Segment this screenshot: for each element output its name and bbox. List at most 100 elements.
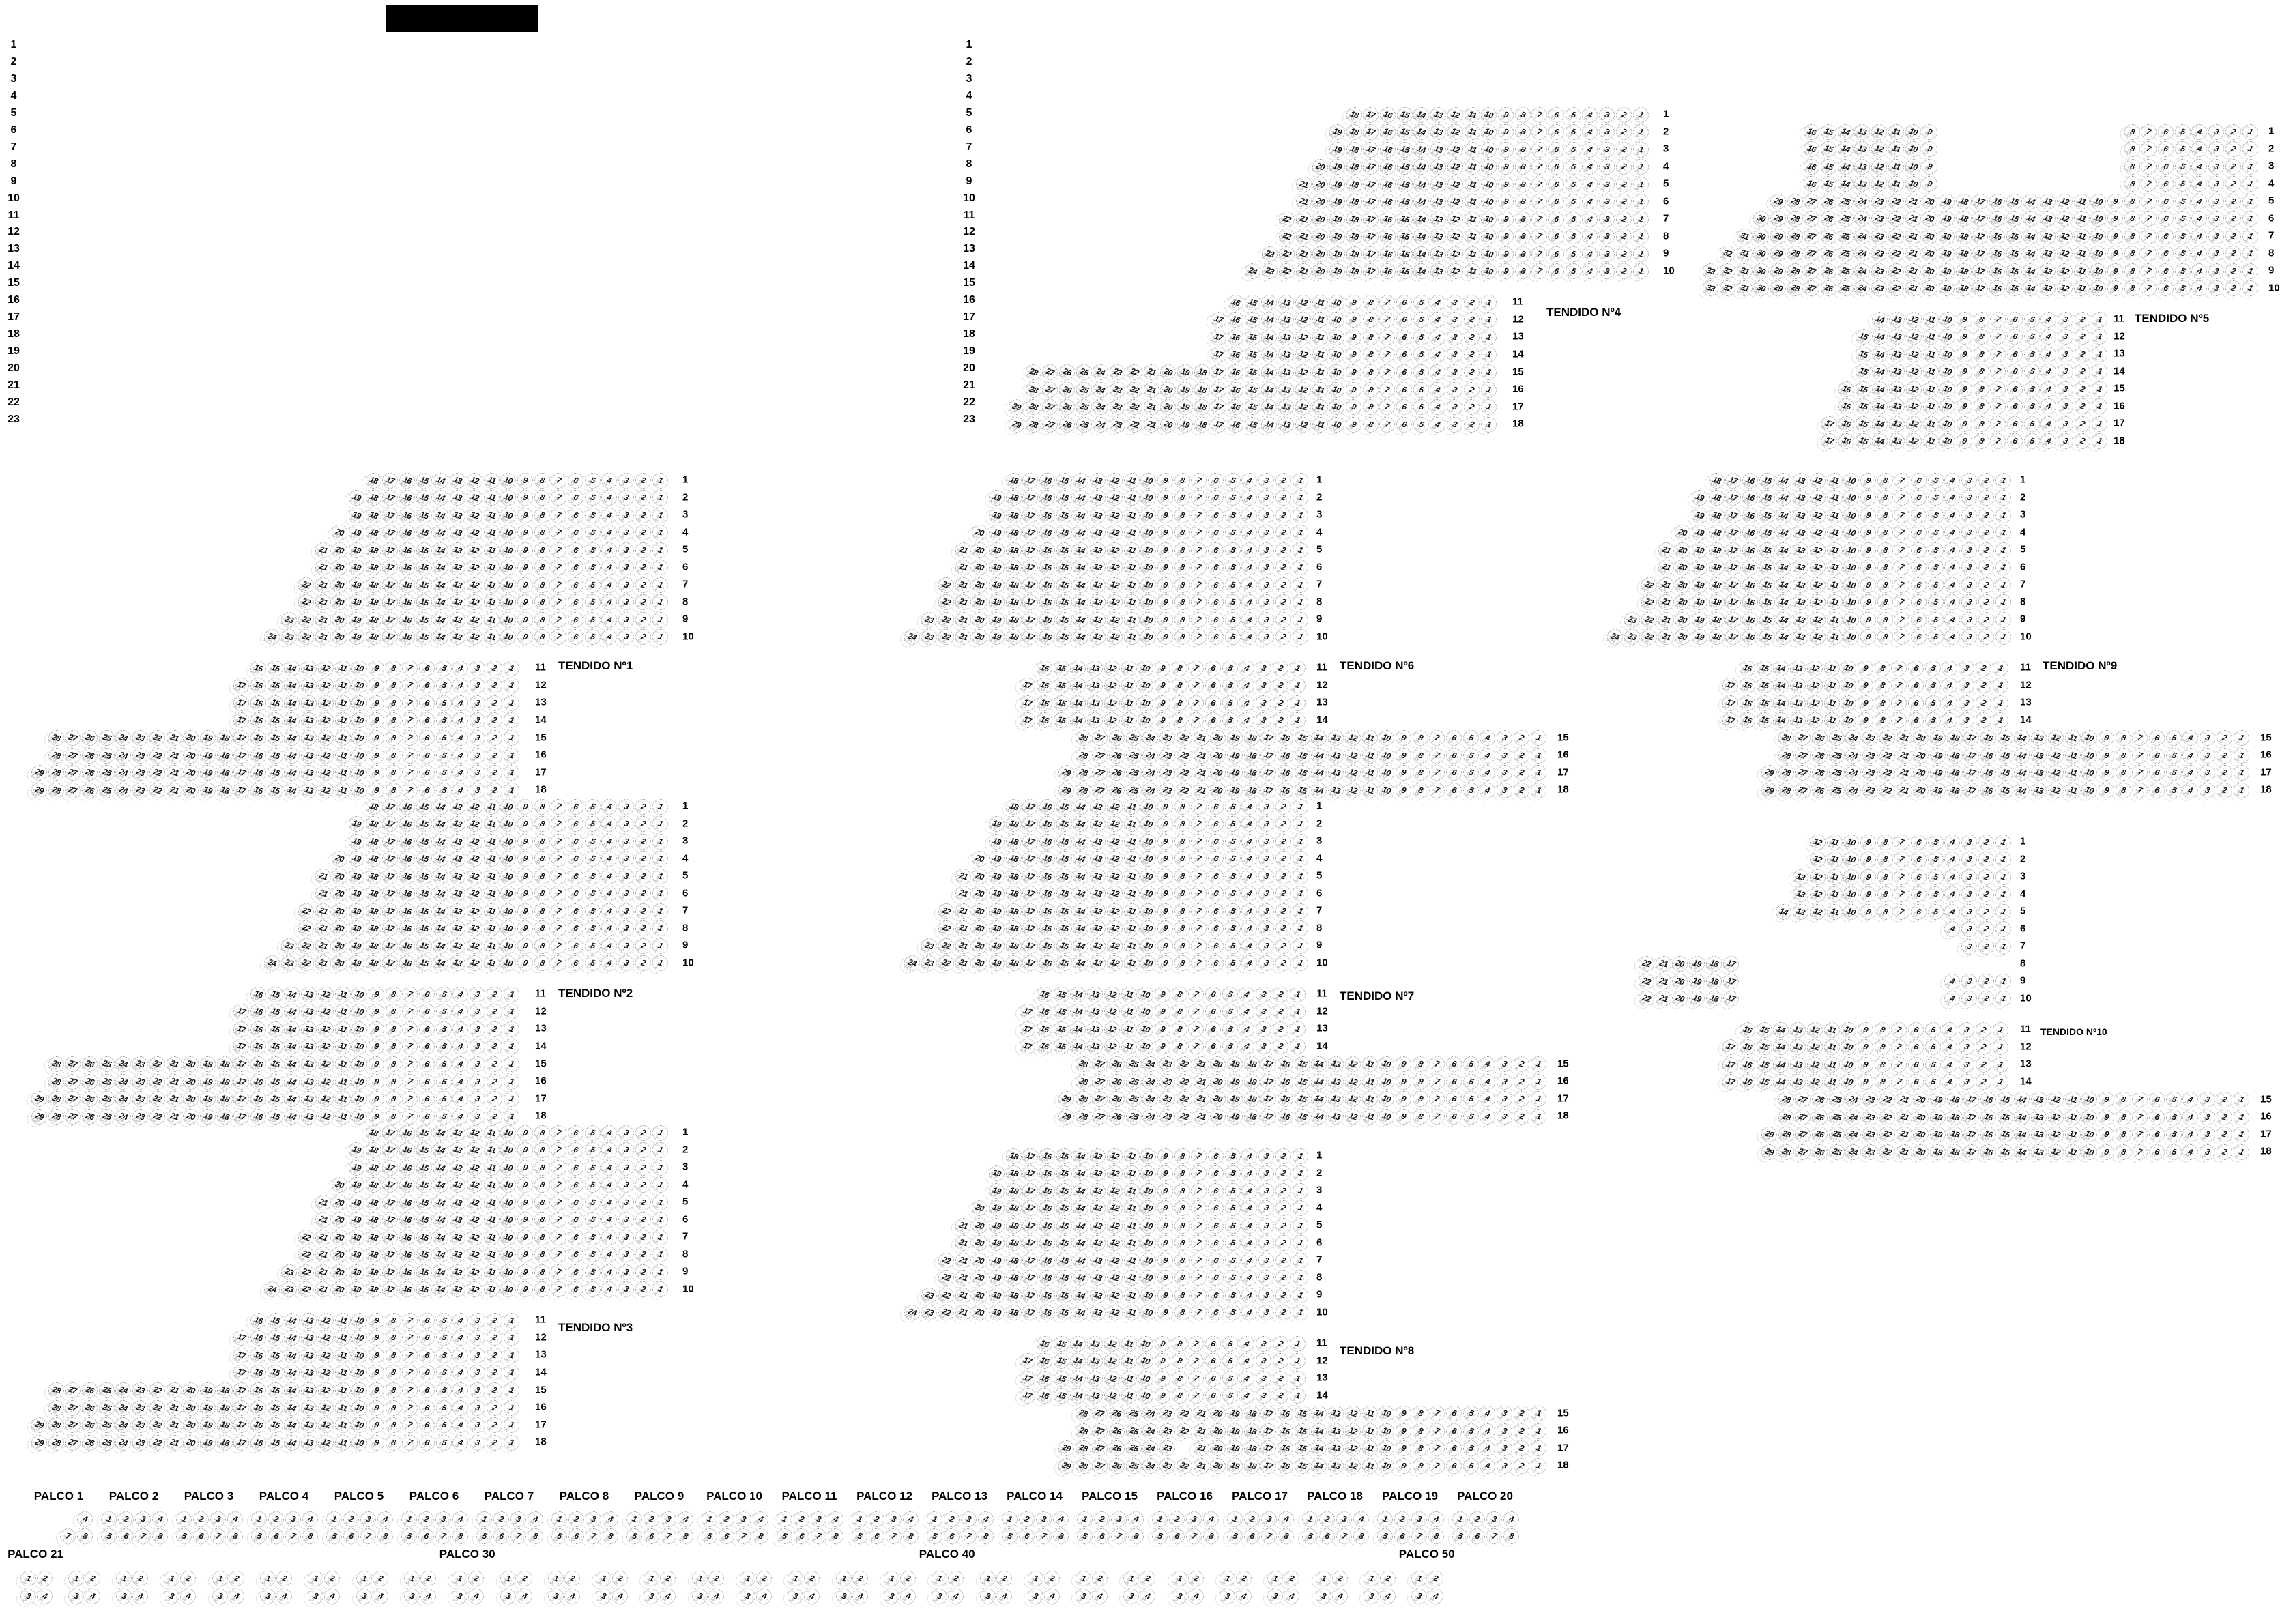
row-label: 9	[682, 1266, 688, 1277]
row-number: 17	[963, 311, 975, 323]
seat[interactable]: 4	[706, 1586, 726, 1606]
row-label: 18	[2114, 435, 2125, 446]
section-label: TENDIDO Nº1	[558, 659, 633, 673]
seat[interactable]: 2	[322, 1568, 343, 1589]
seat[interactable]: 4	[1282, 1586, 1302, 1606]
seat[interactable]: 2	[754, 1568, 774, 1589]
seat[interactable]: 4	[1090, 1586, 1110, 1606]
row-label: 9	[2268, 265, 2274, 276]
seat[interactable]: 4	[226, 1586, 246, 1606]
seat[interactable]: 2	[610, 1568, 630, 1589]
row-label: 12	[535, 1331, 547, 1343]
seat[interactable]: 4	[610, 1586, 630, 1606]
seat[interactable]: 4	[322, 1586, 343, 1606]
seat[interactable]: 2	[994, 1568, 1014, 1589]
seat[interactable]: 2	[898, 1568, 918, 1589]
seat[interactable]: 2	[83, 1568, 102, 1589]
seat[interactable]: 2	[1329, 1568, 1350, 1589]
seat[interactable]: 4	[1138, 1586, 1158, 1606]
seat[interactable]: 4	[418, 1586, 438, 1606]
row-label: 16	[1557, 749, 1569, 761]
row-label: 1	[1663, 108, 1669, 120]
row-label: 17	[535, 1419, 547, 1430]
row-number: 9	[11, 175, 17, 188]
row-number: 1	[966, 39, 972, 51]
seat[interactable]: 4	[850, 1586, 870, 1606]
seat[interactable]: 4	[754, 1586, 774, 1606]
row-label: 1	[682, 1127, 688, 1138]
row-label: 16	[535, 749, 547, 761]
row-label: 6	[1316, 1236, 1322, 1248]
seat[interactable]: 2	[562, 1568, 582, 1589]
row-label: 12	[1316, 679, 1328, 691]
row-number: 16	[963, 294, 975, 306]
seat[interactable]: 2	[130, 1568, 150, 1589]
seat[interactable]: 4	[178, 1586, 199, 1606]
seat[interactable]: 2	[466, 1568, 486, 1589]
row-label: 13	[535, 1023, 547, 1034]
row-number: 20	[8, 362, 20, 375]
seat[interactable]: 2	[706, 1568, 726, 1589]
row-label: 8	[2268, 247, 2274, 259]
seat[interactable]: 2	[1378, 1568, 1398, 1589]
row-label: 17	[535, 766, 547, 778]
seat[interactable]: 2	[418, 1568, 438, 1589]
seat[interactable]: 2	[226, 1568, 246, 1589]
seat[interactable]: 4	[1042, 1586, 1062, 1606]
seat[interactable]: 2	[1042, 1568, 1062, 1589]
row-label: 14	[1512, 348, 1524, 360]
row-label: 12	[1316, 1354, 1328, 1366]
seat[interactable]: 2	[1185, 1568, 1206, 1589]
seat[interactable]: 4	[946, 1586, 966, 1606]
seat[interactable]: 4	[274, 1586, 294, 1606]
seat[interactable]: 4	[370, 1586, 390, 1606]
row-number: 11	[964, 209, 975, 222]
row-label: 5	[682, 870, 688, 882]
seat[interactable]: 4	[898, 1586, 918, 1606]
seat[interactable]: 4	[1329, 1586, 1350, 1606]
seat[interactable]: 4	[1426, 1586, 1445, 1606]
seat[interactable]: 4	[1185, 1586, 1206, 1606]
seat[interactable]: 4	[1378, 1586, 1398, 1606]
seat[interactable]: 2	[1138, 1568, 1158, 1589]
row-label: 6	[682, 1213, 688, 1225]
row-label: 12	[535, 679, 547, 691]
row-number: 2	[966, 56, 972, 68]
section-label: TENDIDO Nº6	[1340, 659, 1414, 673]
seat[interactable]: 4	[994, 1586, 1014, 1606]
seat[interactable]: 2	[1426, 1568, 1445, 1589]
row-label: 18	[535, 1436, 547, 1448]
seat[interactable]: 2	[1282, 1568, 1302, 1589]
seat[interactable]: 2	[946, 1568, 966, 1589]
row-label: 2	[682, 817, 688, 829]
seat[interactable]: 4	[34, 1586, 55, 1606]
seat[interactable]: 4	[83, 1586, 102, 1606]
seat[interactable]: 4	[658, 1586, 678, 1606]
seat[interactable]: 2	[370, 1568, 390, 1589]
seat[interactable]: 2	[850, 1568, 870, 1589]
seat[interactable]: 2	[802, 1568, 822, 1589]
seat[interactable]: 4	[1234, 1586, 1254, 1606]
seat[interactable]: 2	[1090, 1568, 1110, 1589]
row-number: 13	[963, 243, 975, 255]
seat[interactable]: 4	[514, 1586, 534, 1606]
seat[interactable]: 2	[1234, 1568, 1254, 1589]
row-label: 3	[1316, 1185, 1322, 1196]
seat[interactable]: 2	[658, 1568, 678, 1589]
row-label: 15	[535, 1058, 547, 1069]
seat[interactable]: 4	[466, 1586, 486, 1606]
section-label: TENDIDO Nº8	[1340, 1344, 1414, 1358]
seat[interactable]: 2	[34, 1568, 55, 1589]
row-label: 3	[1316, 835, 1322, 847]
seat[interactable]: 4	[130, 1586, 150, 1606]
seat[interactable]: 4	[562, 1586, 582, 1606]
seat[interactable]: 4	[802, 1586, 822, 1606]
row-number: 15	[8, 277, 20, 289]
seat[interactable]: 2	[514, 1568, 534, 1589]
seat[interactable]: 2	[178, 1568, 199, 1589]
row-number: 12	[963, 226, 975, 238]
row-number: 18	[963, 328, 975, 340]
seat[interactable]: 2	[274, 1568, 294, 1589]
